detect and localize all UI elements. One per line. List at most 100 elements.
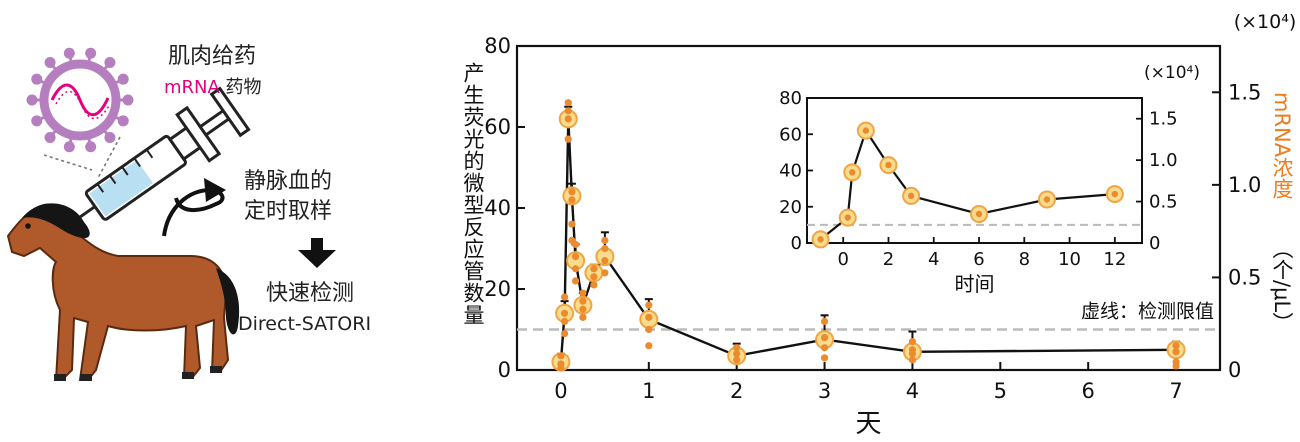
inset-x-tick-label: 12: [1103, 249, 1126, 270]
inset-replicate-dot: [817, 236, 824, 243]
replicate-dot: [733, 350, 741, 358]
inset-x-tick-label: 2: [883, 249, 894, 270]
lnp-lipid-head: [44, 56, 56, 68]
y-tick-label: 60: [484, 115, 511, 139]
replicate-dot: [733, 344, 741, 352]
inset-y2-tick-label: 1.0: [1149, 150, 1178, 171]
injection-label: 肌肉给药: [168, 44, 256, 69]
lnp-particle-icon: [26, 47, 134, 153]
replicate-dot: [1172, 348, 1180, 356]
replicate-dot: [579, 297, 587, 305]
replicate-dot: [568, 220, 576, 228]
y-tick-label: 40: [484, 196, 511, 220]
replicate-dot: [820, 317, 829, 325]
inset-y-tick-label: 20: [779, 197, 802, 218]
lnp-lipid-head: [85, 47, 97, 59]
y2-multiplier-label: (×10⁴): [1234, 11, 1297, 33]
leader-line: [43, 154, 93, 171]
replicate-dot: [571, 253, 580, 261]
lnp-lipid-head: [31, 115, 43, 127]
inset-chart: 0 2 4 6 8 10 12 0 20 40 60 80 0 0.5 1.0 1.5 (×10⁴) 时间: [779, 63, 1200, 296]
replicate-dot: [564, 99, 572, 107]
replicate-dot: [601, 244, 609, 253]
replicate-dot: [908, 356, 917, 364]
replicate-dot: [645, 301, 653, 309]
inset-replicate-dot: [1111, 190, 1119, 198]
replicate-dot: [645, 313, 653, 321]
replicate-dot: [571, 265, 580, 273]
replicate-dot: [564, 107, 572, 115]
lnp-lipid-head: [117, 115, 129, 127]
mrna-text: mRNA: [164, 77, 221, 98]
sampling-label-line1: 静脉血的: [244, 169, 332, 194]
replicate-dot: [568, 196, 576, 204]
replicate-dot: [645, 342, 653, 350]
inset-y2-tick-label: 1.5: [1149, 109, 1178, 130]
y2-axis-label: mRNA浓度: [1270, 92, 1294, 200]
inset-x-tick-label: 10: [1058, 249, 1081, 270]
mrna-drug-label: mRNA 药物: [164, 77, 262, 98]
replicate-dot: [564, 135, 572, 143]
x-tick-label: 2: [730, 379, 743, 403]
y-tick-label: 80: [484, 34, 511, 58]
inset-y2-tick-label: 0.5: [1149, 192, 1178, 213]
lnp-lipid-head: [63, 141, 75, 153]
replicate-dot: [590, 281, 598, 289]
replicate-dot: [571, 277, 580, 285]
experiment-illustration: 肌肉给药 mRNA 药物 静脉血的 定时取样 快速检测 Direct-SATOR…: [6, 44, 371, 381]
replicate-dot: [820, 354, 829, 362]
mrna-time-course-chart: 0 1 2 3 4 5 6 702040608000.51.01.5虚线：检测限值天产生荧光的…: [461, 11, 1296, 439]
replicate-dot: [561, 317, 569, 325]
x-tick-label: 3: [818, 379, 831, 403]
x-tick-label: 0: [554, 379, 567, 403]
inset-x-tick-label: 4: [928, 249, 939, 270]
replicate-dot: [908, 346, 917, 354]
replicate-dot: [579, 313, 587, 321]
horse-icon: [6, 203, 240, 381]
inset-replicate-dot: [1043, 196, 1051, 203]
down-arrow-icon: [298, 238, 336, 268]
replicate-dot: [579, 289, 587, 297]
replicate-dot: [590, 265, 598, 273]
lnp-lipid-head: [26, 94, 38, 106]
lnp-lipid-head: [63, 47, 75, 59]
syringe-icon: [57, 86, 251, 234]
x-tick-label: 1: [642, 379, 655, 403]
main-chart: 0 1 2 3 4 5 6 702040608000.51.01.5虚线：检测限值天产生荧光的…: [461, 11, 1296, 439]
inset-x-axis-label: 时间: [955, 272, 995, 296]
replicate-dot: [564, 115, 572, 123]
replicate-dot: [579, 305, 587, 313]
replicate-dot: [557, 360, 565, 368]
replicate-dot: [820, 334, 829, 342]
lnp-lipid-head: [31, 73, 43, 85]
y-tick-label: 20: [484, 277, 511, 301]
replicate-dot: [571, 240, 580, 249]
replicate-dot: [1172, 342, 1180, 350]
inset-y-tick-label: 60: [779, 124, 802, 145]
sampling-arrow-icon: [162, 178, 226, 237]
lnp-lipid-head: [122, 94, 134, 106]
replicate-dot: [733, 356, 741, 364]
replicate-dot: [645, 325, 653, 334]
lnp-lipid-head: [104, 56, 116, 68]
x-axis-label: 天: [855, 409, 881, 439]
drug-text: 药物: [220, 77, 262, 98]
detection-limit-label: 虚线：检测限值: [1081, 301, 1214, 323]
replicate-dot: [820, 344, 829, 352]
lnp-lipid-head: [85, 141, 97, 153]
mean-marker: [562, 186, 582, 206]
replicate-dot: [557, 352, 565, 360]
replicate-dot: [601, 236, 609, 244]
replicate-dot: [561, 293, 569, 301]
inset-y2-multiplier-label: (×10⁴): [1144, 63, 1200, 83]
inset-y2-tick-label: 0: [1149, 233, 1160, 254]
replicate-dot: [561, 329, 569, 338]
y2-tick-label: 0.5: [1228, 265, 1261, 289]
y-tick-label: 0: [498, 358, 511, 382]
x-tick-label: 6: [1082, 379, 1095, 403]
inset-y-tick-label: 40: [779, 161, 802, 182]
y2-axis-unit: （个/μL）: [1270, 238, 1294, 333]
inset-replicate-dot: [844, 214, 851, 221]
inset-replicate-dot: [849, 169, 856, 176]
lnp-lipid-head: [104, 132, 116, 144]
